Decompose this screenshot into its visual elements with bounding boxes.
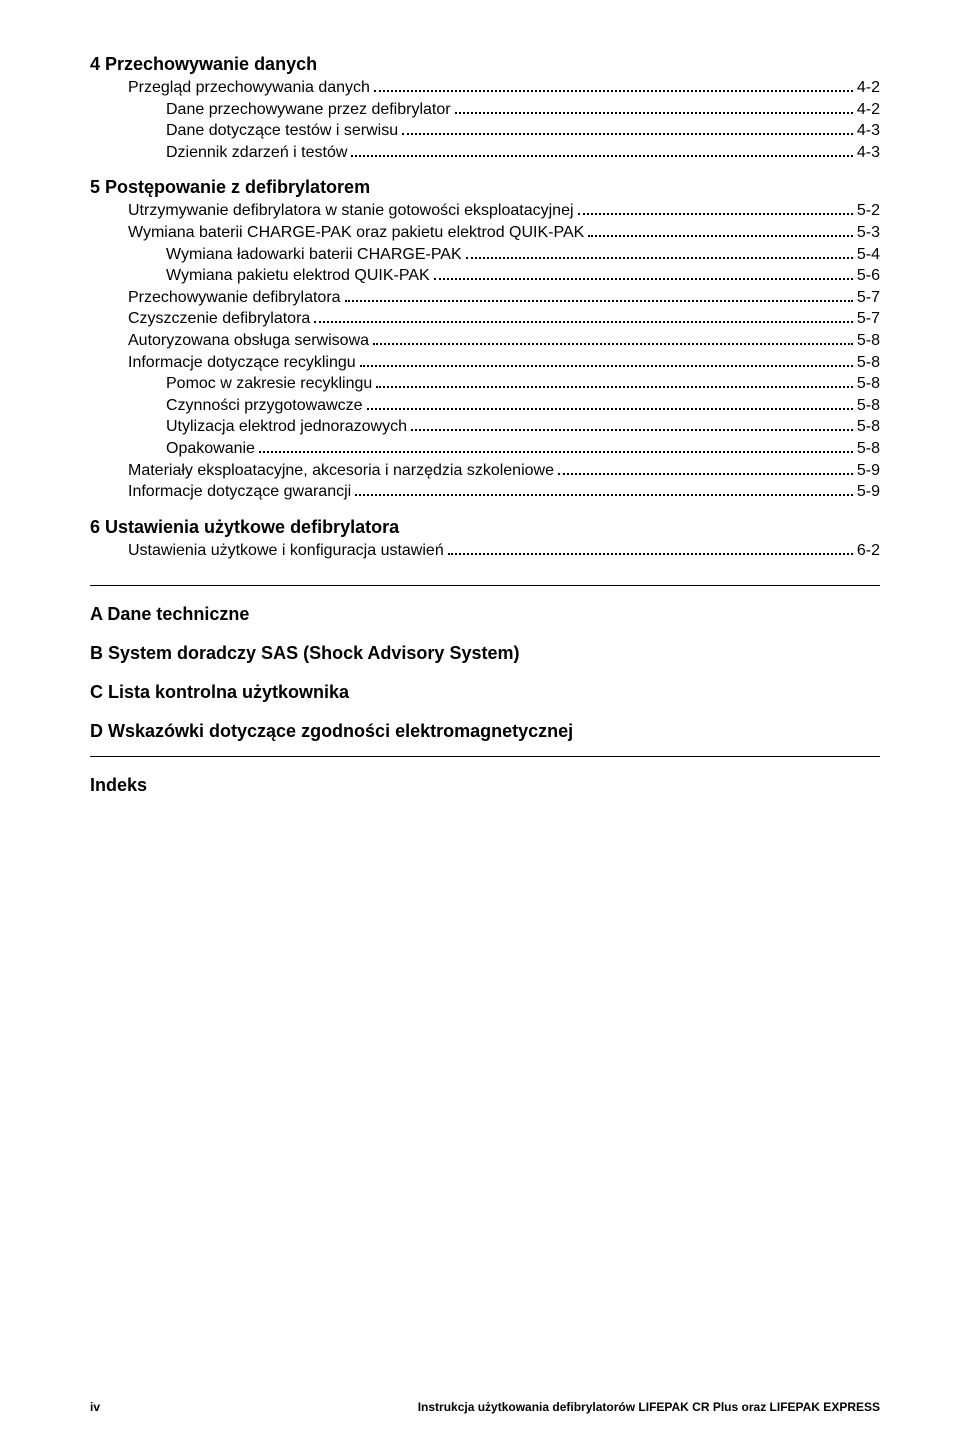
toc-entry-page: 4-2 bbox=[857, 99, 880, 121]
toc-entry: Dane dotyczące testów i serwisu 4-3 bbox=[90, 120, 880, 142]
toc-entry-page: 5-2 bbox=[857, 200, 880, 222]
appendix-title: D Wskazówki dotyczące zgodności elektrom… bbox=[90, 721, 880, 742]
toc-leader-dots bbox=[588, 235, 853, 237]
toc-entry-page: 5-6 bbox=[857, 265, 880, 287]
toc-leader-dots bbox=[434, 278, 853, 280]
toc-leader-dots bbox=[578, 213, 853, 215]
toc-leader-dots bbox=[360, 365, 853, 367]
toc-entry-label: Wymiana baterii CHARGE-PAK oraz pakietu … bbox=[128, 222, 584, 244]
divider bbox=[90, 585, 880, 586]
toc-entry-page: 5-4 bbox=[857, 244, 880, 266]
toc-leader-dots bbox=[455, 112, 853, 114]
toc-entry: Dziennik zdarzeń i testów 4-3 bbox=[90, 142, 880, 164]
toc-entry-label: Utylizacja elektrod jednorazowych bbox=[166, 416, 407, 438]
toc-entry-page: 4-2 bbox=[857, 77, 880, 99]
toc-entry-page: 5-8 bbox=[857, 373, 880, 395]
toc-entry-page: 5-8 bbox=[857, 330, 880, 352]
toc-leader-dots bbox=[351, 155, 852, 157]
toc-entry-label: Czyszczenie defibrylatora bbox=[128, 308, 310, 330]
appendix-title: Indeks bbox=[90, 775, 880, 796]
toc-entry-page: 6-2 bbox=[857, 540, 880, 562]
toc-entry-label: Opakowanie bbox=[166, 438, 255, 460]
toc-leader-dots bbox=[367, 408, 853, 410]
toc-entry-label: Dane dotyczące testów i serwisu bbox=[166, 120, 398, 142]
toc-entry-label: Autoryzowana obsługa serwisowa bbox=[128, 330, 369, 352]
toc-entry-label: Dziennik zdarzeń i testów bbox=[166, 142, 347, 164]
toc-entry-page: 4-3 bbox=[857, 120, 880, 142]
section-title: 5 Postępowanie z defibrylatorem bbox=[90, 177, 880, 198]
toc-entry: Opakowanie 5-8 bbox=[90, 438, 880, 460]
toc-entry-page: 5-7 bbox=[857, 287, 880, 309]
section-title: 4 Przechowywanie danych bbox=[90, 54, 880, 75]
toc-entry-page: 5-8 bbox=[857, 352, 880, 374]
toc-entry: Przechowywanie defibrylatora 5-7 bbox=[90, 287, 880, 309]
toc-leader-dots bbox=[355, 494, 853, 496]
toc-entry-page: 4-3 bbox=[857, 142, 880, 164]
toc-leader-dots bbox=[448, 553, 853, 555]
toc-leader-dots bbox=[558, 473, 853, 475]
toc-leader-dots bbox=[376, 386, 853, 388]
table-of-contents: 4 Przechowywanie danychPrzegląd przechow… bbox=[90, 54, 880, 796]
toc-leader-dots bbox=[259, 451, 853, 453]
section-title: 6 Ustawienia użytkowe defibrylatora bbox=[90, 517, 880, 538]
toc-entry: Wymiana ładowarki baterii CHARGE-PAK 5-4 bbox=[90, 244, 880, 266]
toc-leader-dots bbox=[402, 133, 853, 135]
toc-leader-dots bbox=[466, 257, 853, 259]
divider bbox=[90, 756, 880, 757]
toc-entry-label: Dane przechowywane przez defibrylator bbox=[166, 99, 451, 121]
toc-entry-label: Materiały eksploatacyjne, akcesoria i na… bbox=[128, 460, 554, 482]
toc-entry: Wymiana pakietu elektrod QUIK-PAK 5-6 bbox=[90, 265, 880, 287]
footer-text: Instrukcja użytkowania defibrylatorów LI… bbox=[418, 1400, 880, 1414]
toc-entry-page: 5-3 bbox=[857, 222, 880, 244]
toc-entry-label: Informacje dotyczące recyklingu bbox=[128, 352, 356, 374]
toc-entry: Wymiana baterii CHARGE-PAK oraz pakietu … bbox=[90, 222, 880, 244]
toc-leader-dots bbox=[374, 90, 853, 92]
toc-entry: Czynności przygotowawcze 5-8 bbox=[90, 395, 880, 417]
toc-entry: Utylizacja elektrod jednorazowych 5-8 bbox=[90, 416, 880, 438]
toc-entry: Utrzymywanie defibrylatora w stanie goto… bbox=[90, 200, 880, 222]
toc-entry-page: 5-8 bbox=[857, 416, 880, 438]
toc-entry-label: Informacje dotyczące gwarancji bbox=[128, 481, 351, 503]
toc-entry-label: Przegląd przechowywania danych bbox=[128, 77, 370, 99]
toc-entry-page: 5-8 bbox=[857, 395, 880, 417]
toc-entry: Czyszczenie defibrylatora 5-7 bbox=[90, 308, 880, 330]
toc-entry-label: Ustawienia użytkowe i konfiguracja ustaw… bbox=[128, 540, 444, 562]
toc-entry: Ustawienia użytkowe i konfiguracja ustaw… bbox=[90, 540, 880, 562]
appendix-title: A Dane techniczne bbox=[90, 604, 880, 625]
appendix-title: B System doradczy SAS (Shock Advisory Sy… bbox=[90, 643, 880, 664]
toc-entry-label: Wymiana ładowarki baterii CHARGE-PAK bbox=[166, 244, 462, 266]
toc-entry-label: Utrzymywanie defibrylatora w stanie goto… bbox=[128, 200, 574, 222]
toc-entry: Materiały eksploatacyjne, akcesoria i na… bbox=[90, 460, 880, 482]
toc-entry: Informacje dotyczące recyklingu 5-8 bbox=[90, 352, 880, 374]
toc-entry-page: 5-9 bbox=[857, 460, 880, 482]
appendix-title: C Lista kontrolna użytkownika bbox=[90, 682, 880, 703]
toc-entry-page: 5-8 bbox=[857, 438, 880, 460]
toc-entry: Dane przechowywane przez defibrylator 4-… bbox=[90, 99, 880, 121]
toc-entry: Autoryzowana obsługa serwisowa 5-8 bbox=[90, 330, 880, 352]
page-number: iv bbox=[90, 1400, 100, 1414]
toc-leader-dots bbox=[373, 343, 853, 345]
toc-entry-page: 5-7 bbox=[857, 308, 880, 330]
toc-entry-label: Czynności przygotowawcze bbox=[166, 395, 363, 417]
toc-entry-page: 5-9 bbox=[857, 481, 880, 503]
toc-leader-dots bbox=[411, 429, 853, 431]
toc-entry-label: Przechowywanie defibrylatora bbox=[128, 287, 341, 309]
toc-entry-label: Wymiana pakietu elektrod QUIK-PAK bbox=[166, 265, 430, 287]
page-footer: iv Instrukcja użytkowania defibrylatorów… bbox=[90, 1400, 880, 1414]
toc-entry: Pomoc w zakresie recyklingu 5-8 bbox=[90, 373, 880, 395]
toc-entry: Informacje dotyczące gwarancji 5-9 bbox=[90, 481, 880, 503]
toc-leader-dots bbox=[314, 321, 853, 323]
toc-entry: Przegląd przechowywania danych 4-2 bbox=[90, 77, 880, 99]
toc-entry-label: Pomoc w zakresie recyklingu bbox=[166, 373, 372, 395]
toc-leader-dots bbox=[345, 300, 853, 302]
